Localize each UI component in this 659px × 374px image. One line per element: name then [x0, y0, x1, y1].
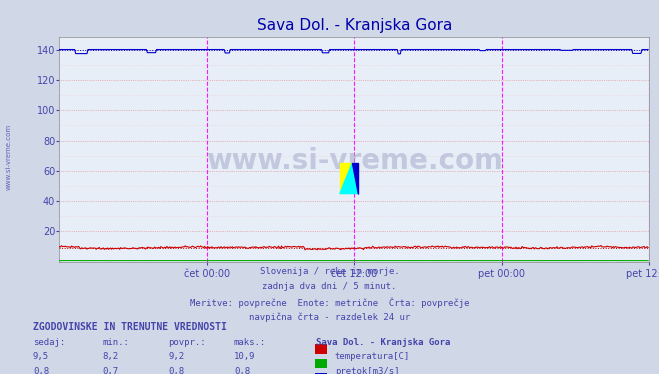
Text: min.:: min.: [102, 338, 129, 347]
Text: pretok[m3/s]: pretok[m3/s] [335, 367, 399, 374]
Text: 0,7: 0,7 [102, 367, 118, 374]
Text: 0,8: 0,8 [33, 367, 49, 374]
Text: maks.:: maks.: [234, 338, 266, 347]
Polygon shape [352, 163, 358, 194]
Text: Slovenija / reke in morje.: Slovenija / reke in morje. [260, 267, 399, 276]
Text: temperatura[C]: temperatura[C] [335, 352, 410, 361]
Text: navpična črta - razdelek 24 ur: navpična črta - razdelek 24 ur [249, 312, 410, 322]
Text: www.si-vreme.com: www.si-vreme.com [206, 147, 503, 175]
Text: 9,2: 9,2 [168, 352, 184, 361]
Text: sedaj:: sedaj: [33, 338, 65, 347]
Text: 0,8: 0,8 [234, 367, 250, 374]
Text: 0,8: 0,8 [168, 367, 184, 374]
Text: Meritve: povprečne  Enote: metrične  Črta: povprečje: Meritve: povprečne Enote: metrične Črta:… [190, 297, 469, 308]
Polygon shape [340, 163, 352, 194]
Title: Sava Dol. - Kranjska Gora: Sava Dol. - Kranjska Gora [256, 18, 452, 33]
Text: 8,2: 8,2 [102, 352, 118, 361]
Text: 10,9: 10,9 [234, 352, 256, 361]
Text: zadnja dva dni / 5 minut.: zadnja dva dni / 5 minut. [262, 282, 397, 291]
Text: Sava Dol. - Kranjska Gora: Sava Dol. - Kranjska Gora [316, 338, 451, 347]
Polygon shape [340, 163, 358, 194]
Text: 9,5: 9,5 [33, 352, 49, 361]
Text: www.si-vreme.com: www.si-vreme.com [5, 124, 11, 190]
Text: ZGODOVINSKE IN TRENUTNE VREDNOSTI: ZGODOVINSKE IN TRENUTNE VREDNOSTI [33, 322, 227, 332]
Text: povpr.:: povpr.: [168, 338, 206, 347]
